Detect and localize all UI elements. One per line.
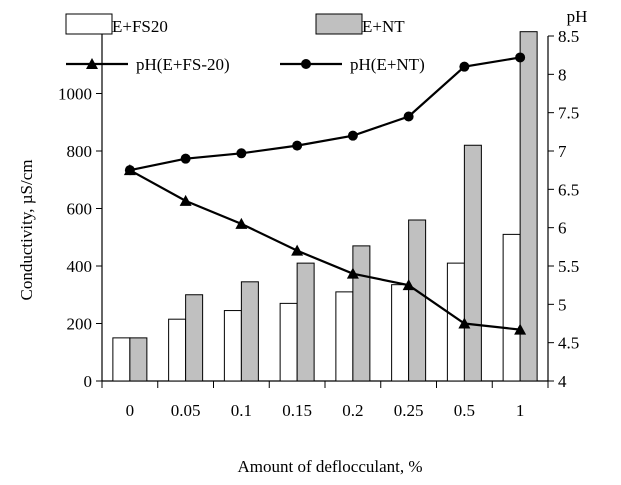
y2-tick-label: 5.5 xyxy=(558,257,579,276)
y2-tick-label: 8.5 xyxy=(558,27,579,46)
legend-ph-e-nt--marker xyxy=(301,59,311,69)
legend-e-fs20-label: E+FS20 xyxy=(112,17,168,36)
series-ph-e-fs-20- xyxy=(129,169,521,331)
series-ph-e-nt- xyxy=(129,56,521,172)
y-tick-label: 0 xyxy=(84,372,93,391)
legend-e-nt-label: E+NT xyxy=(362,17,405,36)
x-tick-label: 0.05 xyxy=(171,401,201,420)
point-triangle xyxy=(458,317,471,329)
lines xyxy=(123,52,527,335)
bar-e-fs20 xyxy=(223,310,242,382)
point-circle xyxy=(180,153,191,164)
point-circle xyxy=(124,165,135,176)
x-tick-label: 0.25 xyxy=(394,401,424,420)
y-tick-label: 400 xyxy=(67,257,93,276)
point-circle xyxy=(515,52,526,63)
point-circle xyxy=(236,148,247,159)
y-tick-label: 600 xyxy=(67,200,93,219)
bar-e-nt xyxy=(129,337,148,382)
y2-tick-label: 5 xyxy=(558,295,567,314)
series-line xyxy=(129,56,521,172)
x-tick-label: 0.2 xyxy=(342,401,363,420)
axes xyxy=(96,30,554,388)
legend-ph-e-nt--label: pH(E+NT) xyxy=(350,55,425,74)
point-triangle xyxy=(514,323,527,335)
point-circle xyxy=(347,130,358,141)
legend: E+FS20 E+NT pH(E+FS-20) pH(E+NT) xyxy=(65,13,425,74)
bar-e-fs20 xyxy=(391,284,410,382)
legend-ph-e-fs-20--marker xyxy=(86,58,98,69)
point-triangle xyxy=(291,244,304,256)
y2-tick-label: 7.5 xyxy=(558,104,579,123)
point-triangle xyxy=(179,194,192,206)
bar-e-fs20 xyxy=(168,318,187,382)
bar-e-nt xyxy=(240,281,259,382)
point-triangle xyxy=(346,267,359,279)
y2-tick-label: 6 xyxy=(558,219,567,238)
x-tick-label: 0 xyxy=(126,401,135,420)
point-circle xyxy=(403,111,414,122)
y2-tick-label: 4.5 xyxy=(558,334,579,353)
tick-labels: 0 0.05 0.1 0.15 0.2 0.25 0.5 1 0 200 400 600 800 1000… xyxy=(58,27,579,420)
y2-tick-label: 8 xyxy=(558,65,567,84)
legend-e-fs20-swatch xyxy=(65,13,113,35)
y-tick-label: 800 xyxy=(67,142,93,161)
x-tick-label: 0.15 xyxy=(282,401,312,420)
bar-e-fs20 xyxy=(502,233,521,382)
y-tick-label: 1000 xyxy=(58,85,92,104)
y2-tick-label: 7 xyxy=(558,142,567,161)
y2-tick-label: 6.5 xyxy=(558,180,579,199)
legend-e-nt-swatch xyxy=(315,13,363,35)
x-axis-title: Amount of deflocculant, % xyxy=(237,457,422,476)
bar-e-nt xyxy=(352,245,371,382)
bar-e-fs20 xyxy=(335,291,354,382)
point-circle xyxy=(459,61,470,72)
point-triangle xyxy=(235,217,248,229)
y-tick-label: 200 xyxy=(67,315,93,334)
bar-e-fs20 xyxy=(112,337,131,382)
bars xyxy=(112,31,538,382)
y2-tick-label: 4 xyxy=(558,372,567,391)
x-tick-label: 0.5 xyxy=(454,401,475,420)
x-tick-label: 1 xyxy=(516,401,525,420)
bar-e-fs20 xyxy=(279,302,298,382)
bar-e-nt xyxy=(408,219,427,382)
y2-axis-title: pH xyxy=(567,7,588,26)
x-tick-label: 0.1 xyxy=(231,401,252,420)
bar-e-nt xyxy=(519,31,538,382)
bar-e-nt xyxy=(296,262,315,382)
series-line xyxy=(129,169,521,331)
point-circle xyxy=(292,140,303,151)
point-triangle xyxy=(402,279,415,291)
legend-ph-e-fs-20--label: pH(E+FS-20) xyxy=(136,55,230,74)
bar-e-nt xyxy=(463,144,482,382)
y-axis-title: Conductivity, µS/cm xyxy=(17,160,36,301)
bar-e-nt xyxy=(185,294,204,382)
